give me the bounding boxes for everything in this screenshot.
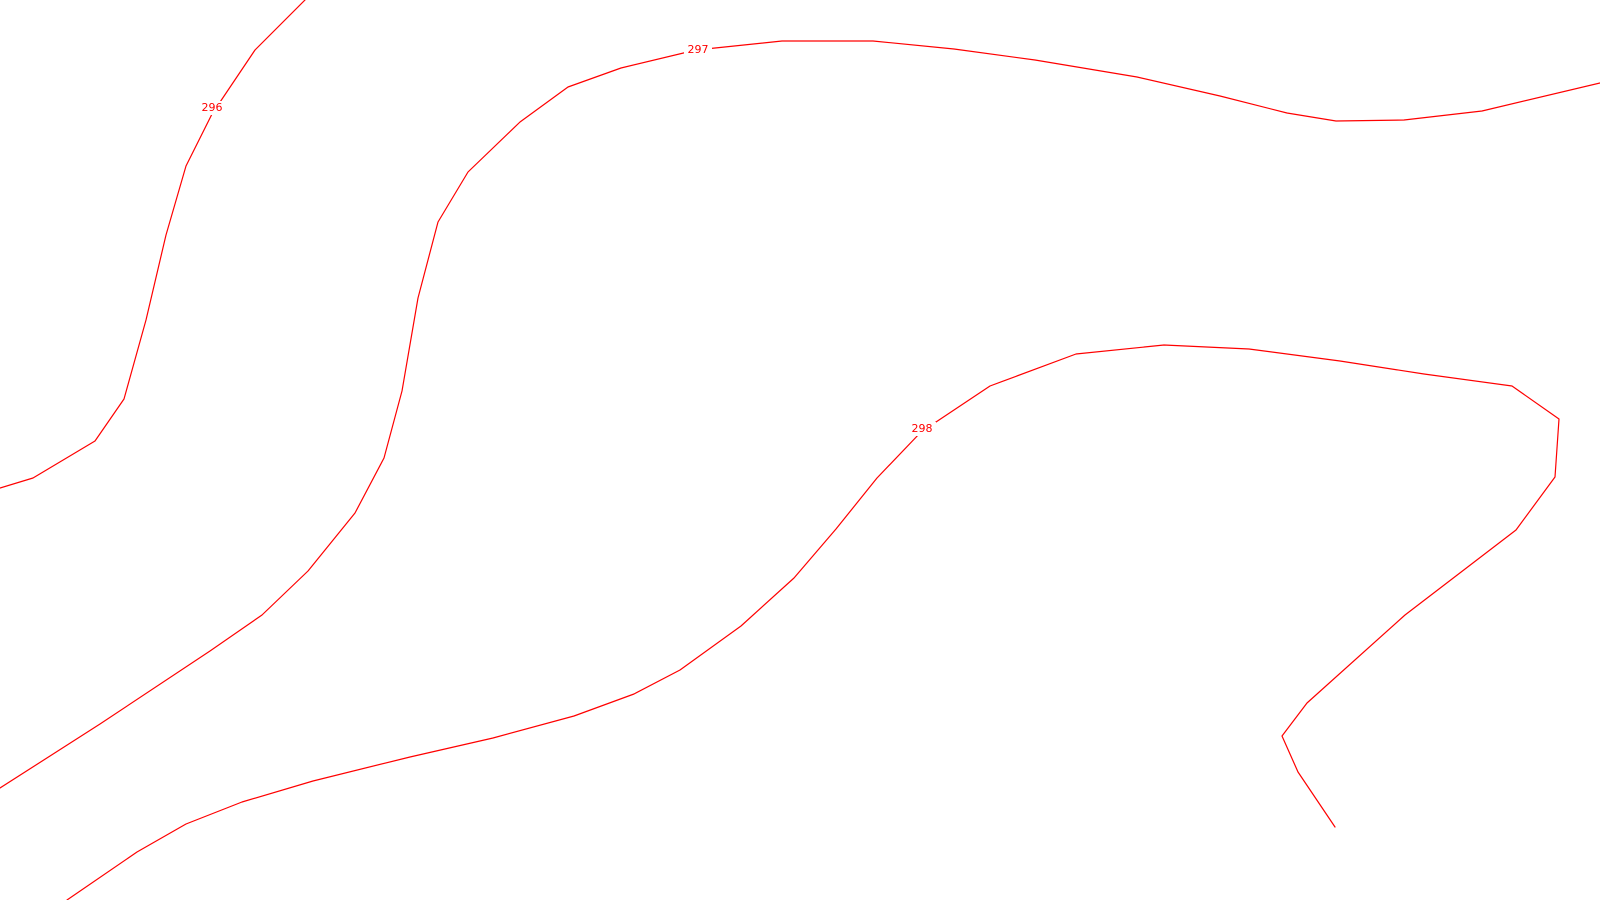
contour-297: 297 [0,40,1600,789]
contour-label-bg-298 [908,422,936,436]
contour-label-297: 297 [688,43,709,56]
contour-label-bg-296 [199,101,225,115]
contour-label-298: 298 [912,422,933,435]
contour-label-bg-297 [684,43,712,57]
contour-line-298 [66,344,1560,900]
contour-line-297 [0,40,1600,789]
contour-298: 298 [66,344,1560,900]
contour-line-296 [0,0,306,489]
contour-label-296: 296 [202,101,223,114]
contour-296: 296 [0,0,306,489]
